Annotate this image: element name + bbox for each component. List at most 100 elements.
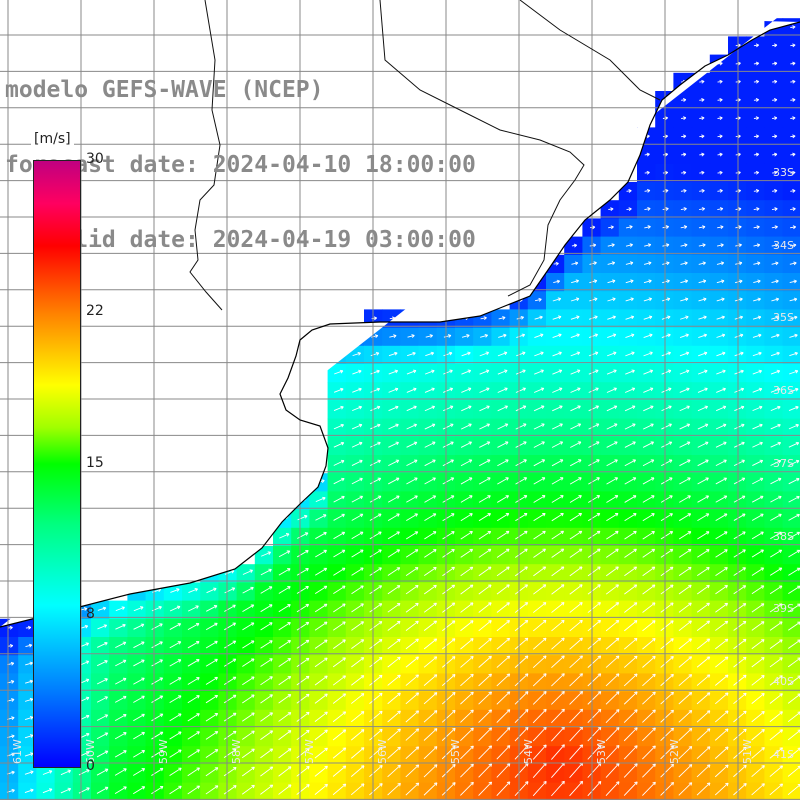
wind-arrow [788,424,799,430]
wind-arrow-head [668,405,672,410]
wind-arrow [607,316,616,320]
wind-arrow [96,732,108,740]
wind-arrow-head [652,673,656,678]
wind-arrow-head [141,641,145,645]
wind-arrow [515,548,528,558]
wind-arrow [589,280,597,284]
wind-arrow [332,729,346,741]
wind-arrow-head [557,297,562,302]
wind-arrow [788,496,800,503]
wind-arrow [715,549,728,558]
wind-arrow-head [688,746,693,750]
wind-arrow-head [649,369,654,374]
wind-arrow-head [704,423,709,428]
wind-arrow [352,370,362,375]
wind-arrow [351,675,365,686]
wind-arrow-head [610,225,614,230]
wind-arrow [697,495,709,503]
wind-arrow [151,641,163,649]
wind-arrow-head [104,696,108,700]
wind-arrow-head [524,566,528,570]
wind-arrow-head [322,496,326,501]
wind-arrow [551,655,565,668]
wind-arrow-head [792,25,796,30]
wind-arrow-head [703,315,707,320]
lon-label-54w: 54W [522,739,535,764]
wind-arrow [625,369,635,375]
wind-arrow-head [755,189,760,193]
wind-arrow-head [487,548,492,553]
wind-arrow-head [341,567,346,572]
wind-arrow [642,584,656,595]
wind-arrow-head [85,660,90,665]
wind-arrow-head [723,441,727,446]
wind-arrow-head [632,459,637,463]
wind-arrow-head [633,584,638,588]
wind-arrow [442,423,454,430]
wind-arrow-head [342,585,346,589]
wind-arrow-head [595,405,600,409]
wind-arrow-head [360,783,365,787]
wind-arrow [442,531,455,540]
wind-arrow-head [779,783,784,787]
wind-arrow-head [176,588,180,592]
wind-arrow-head [613,387,617,392]
wind-arrow [625,352,635,357]
wind-arrow-head [523,441,527,445]
wind-arrow-head [414,495,418,499]
wind-arrow-head [251,766,255,771]
wind-arrow [333,478,345,485]
wind-arrow-head [652,763,656,768]
wind-arrow-head [447,334,452,338]
wind-arrow-head [251,730,255,734]
wind-arrow-head [83,607,88,611]
wind-arrow-head [452,709,456,714]
wind-arrow [551,708,565,724]
wind-arrow [771,280,779,284]
wind-arrow-head [743,710,747,715]
wind-arrow [679,388,690,393]
wind-arrow [133,732,145,740]
wind-arrow-head [521,333,526,338]
wind-arrow-head [467,351,471,356]
colorbar-tick-0: 0 [86,758,95,774]
wind-arrow-head [159,713,164,717]
wind-arrow-head [214,658,218,663]
wind-arrow-head [558,369,563,374]
wind-arrow-head [634,655,638,660]
wind-arrow-head [706,549,710,553]
wind-arrow-head [650,459,655,463]
wind-arrow-head [687,495,691,499]
wind-arrow-head [196,731,200,735]
wind-arrow-head [688,782,693,786]
wind-arrow-head [524,691,529,695]
wind-arrow-head [395,441,399,446]
wind-arrow [350,783,365,796]
wind-arrow-head [11,716,15,721]
wind-arrow-head [395,405,399,410]
wind-arrow [642,673,656,687]
wind-arrow [751,729,765,741]
wind-arrow-head [559,423,563,427]
wind-arrow [588,495,600,503]
wind-arrow [352,352,361,357]
wind-arrow [369,477,381,485]
wind-arrow [151,731,164,740]
wind-arrow-head [741,441,745,446]
wind-arrow-head [703,351,708,356]
wind-arrow-head [540,369,544,374]
wind-arrow-head [722,387,726,392]
wind-arrow [260,658,273,667]
wind-arrow-head [397,710,401,715]
wind-arrow-head [104,732,109,736]
wind-arrow-head [324,639,328,644]
wind-arrow-head [232,712,237,717]
wind-arrow [569,637,583,650]
wind-arrow [405,549,419,558]
wind-arrow [369,495,382,503]
wind-arrow [787,766,800,777]
wind-arrow [42,770,53,775]
wind-arrow-head [756,207,760,211]
wind-arrow-head [488,637,492,642]
wind-arrow-head [634,709,638,713]
